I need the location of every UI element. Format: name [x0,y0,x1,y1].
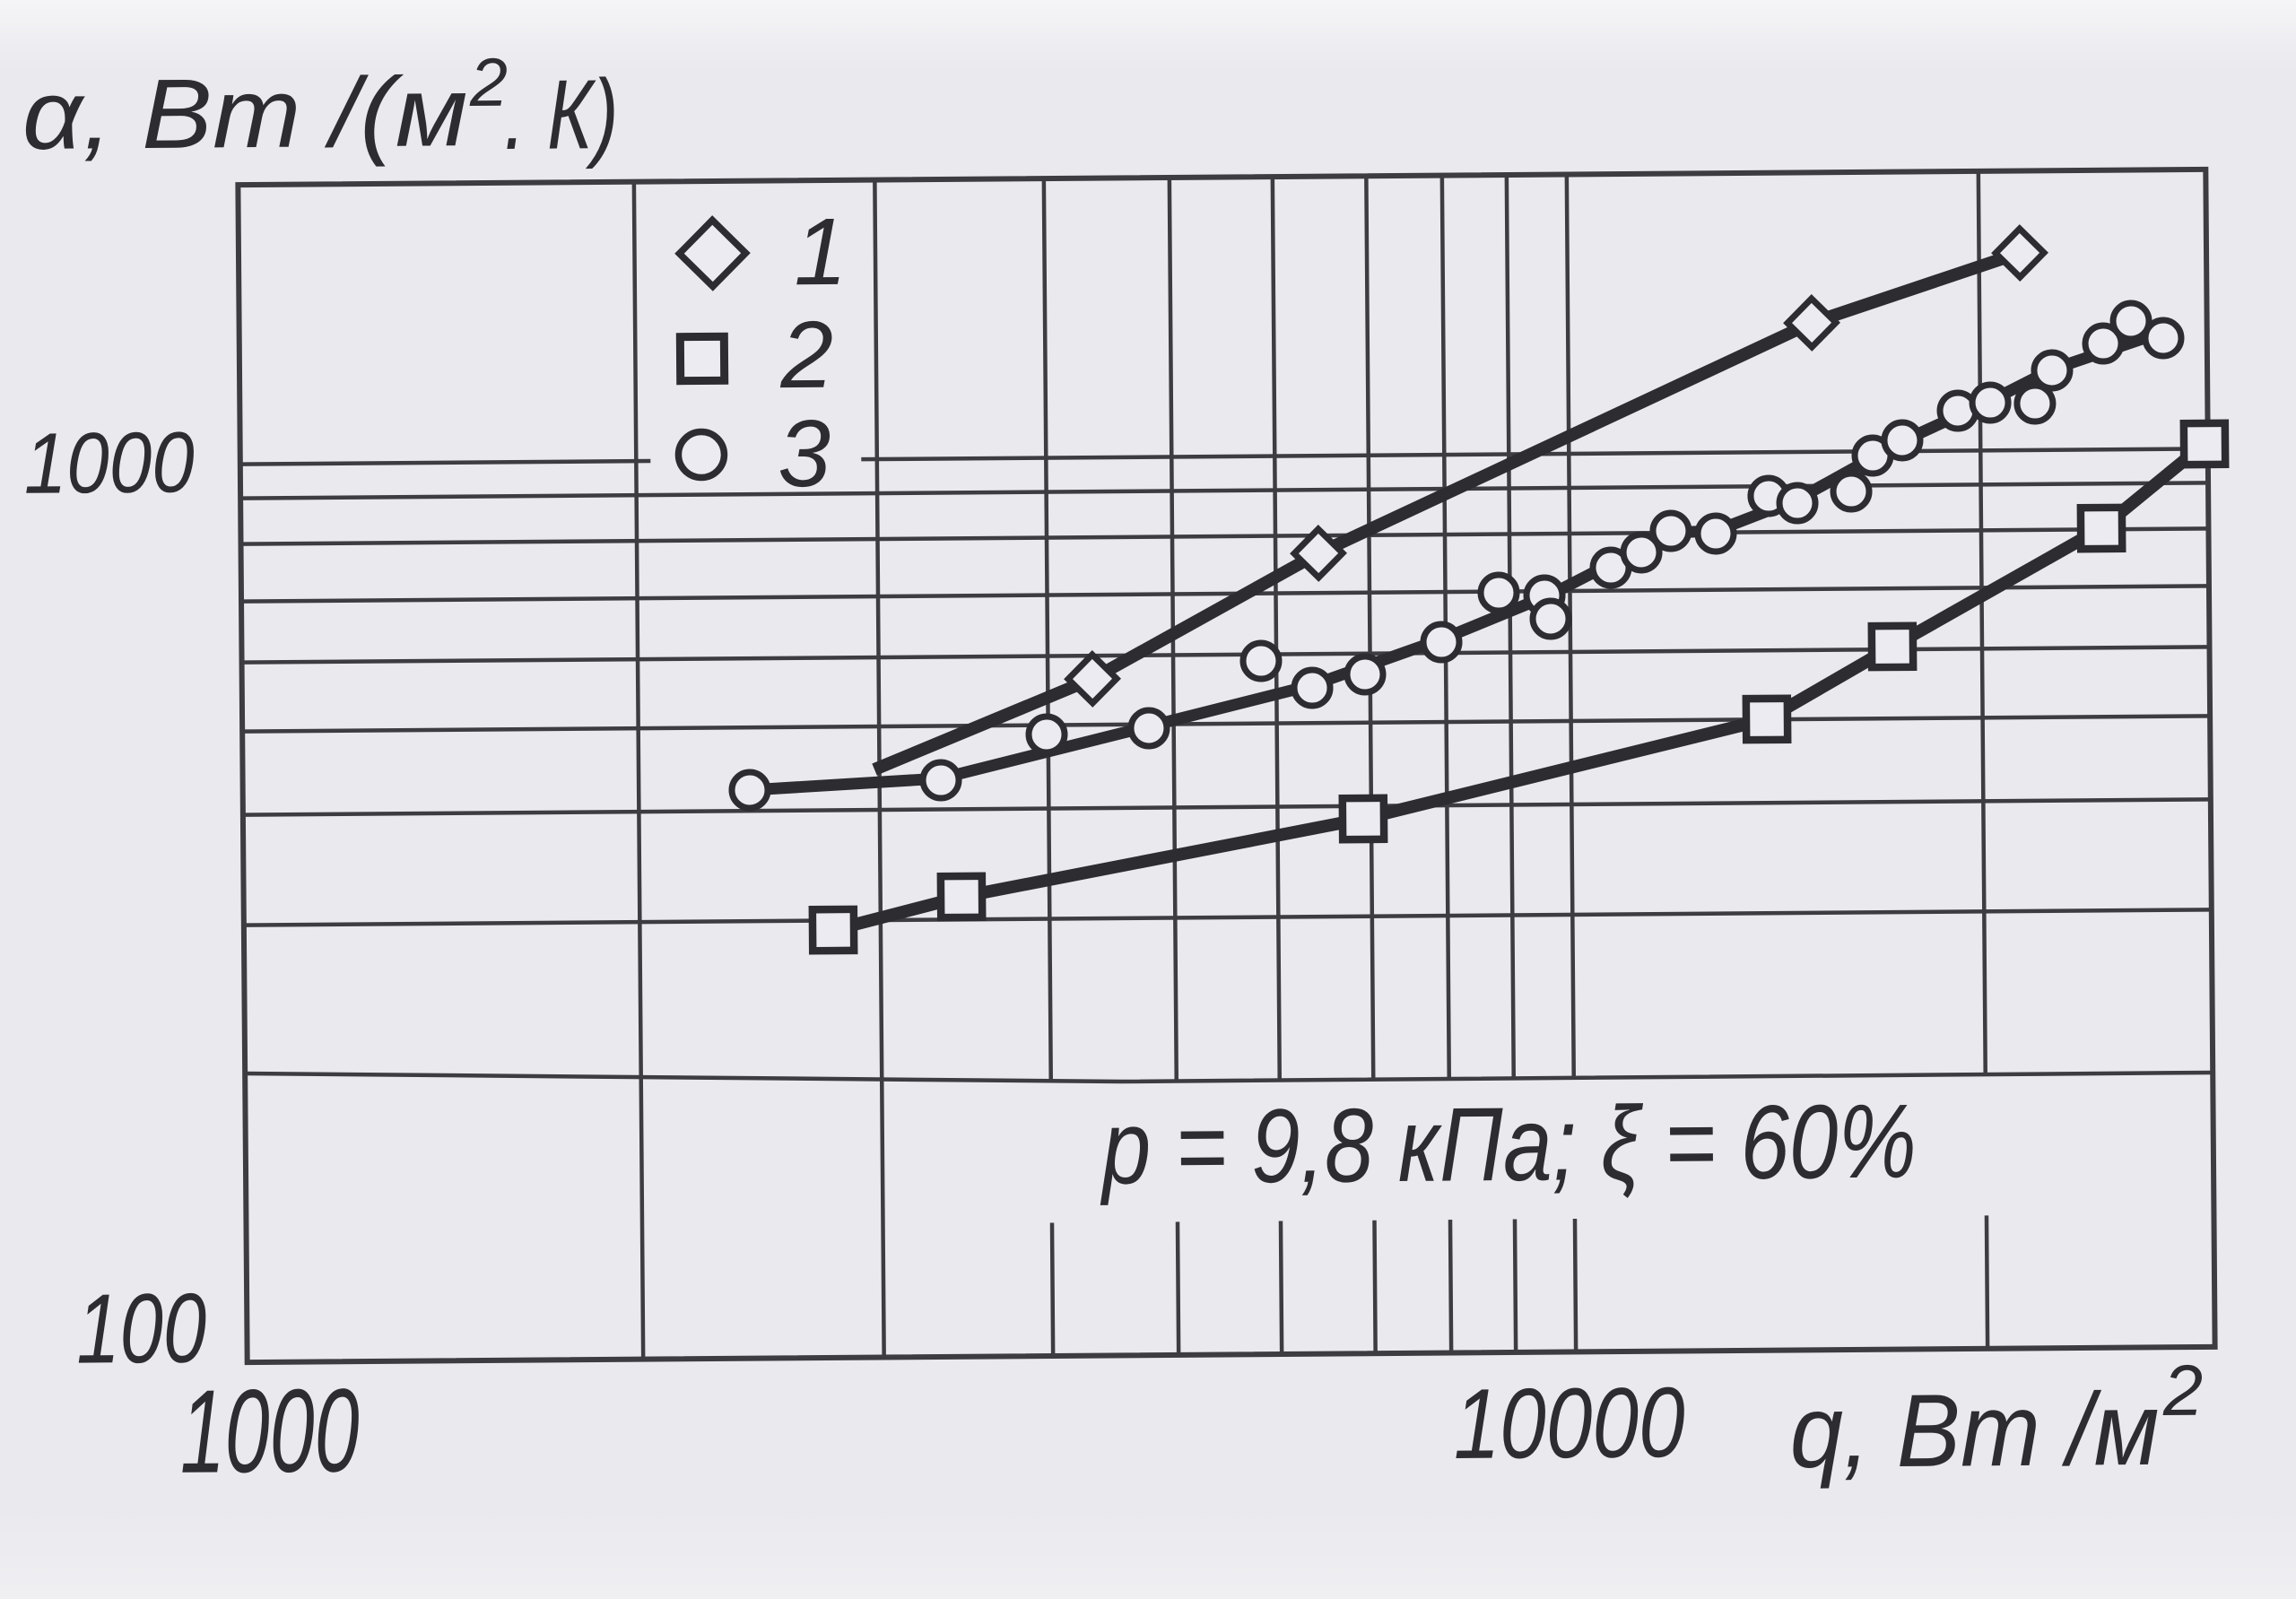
svg-text:2: 2 [779,302,834,408]
svg-text:1000: 1000 [179,1364,360,1498]
svg-text:100: 100 [76,1273,207,1384]
svg-text:2: 2 [468,45,508,121]
svg-text:2: 2 [2161,1351,2203,1430]
svg-text:1: 1 [794,199,848,305]
svg-text:10000: 10000 [1453,1367,1685,1480]
svg-text:3: 3 [778,401,831,507]
svg-text:. К): . К) [503,59,619,170]
svg-text:q, Вт /м: q, Вт /м [1789,1372,2160,1490]
svg-text:1000: 1000 [23,414,195,511]
svg-text:p = 9,8 кПа; ξ = 60%: p = 9,8 кПа; ξ = 60% [1100,1082,1918,1205]
svg-text:α, Вт /(м: α, Вт /(м [22,56,468,170]
